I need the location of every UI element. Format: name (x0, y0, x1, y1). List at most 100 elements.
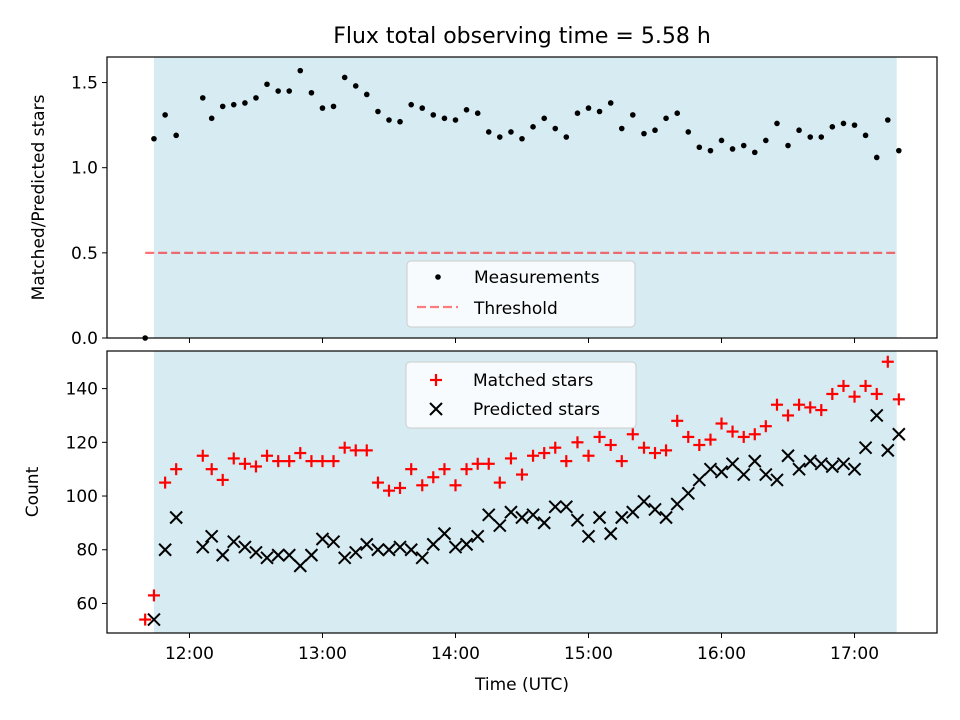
predicted-star-point (692, 473, 707, 487)
bottom-legend-box (405, 361, 637, 429)
matched-star-point (726, 425, 739, 438)
measurement-point (441, 115, 448, 122)
matched-star-point (759, 420, 772, 433)
predicted-star-point (714, 465, 729, 479)
bottom-y-tick-label: 120 (66, 433, 98, 453)
measurement-point (774, 120, 780, 127)
matched-star-point (682, 430, 695, 443)
predicted-star-point (459, 537, 474, 552)
measurement-point (618, 125, 625, 132)
predicted-star-point (604, 526, 618, 541)
predicted-star-point (470, 529, 485, 544)
predicted-star-point (792, 462, 806, 476)
measurement-point (319, 105, 326, 111)
measurement-point (242, 100, 248, 106)
legend-measurement-marker (435, 274, 441, 280)
matched-star-point (449, 479, 462, 492)
top-axes-frame (106, 56, 938, 339)
predicted-star-point (526, 508, 540, 522)
predicted-star-point (282, 548, 296, 562)
bottom-y-axis-label: Count (23, 466, 43, 517)
bottom-y-tick-label: 140 (66, 380, 98, 400)
predicted-star-point (615, 510, 629, 525)
measurement-point (463, 106, 470, 113)
matched-star-point (147, 589, 160, 602)
predicted-star-point (825, 459, 840, 474)
predicted-star-point (437, 526, 452, 541)
matched-star-point (471, 457, 484, 470)
measurement-point (474, 110, 481, 116)
measurement-point (397, 118, 403, 125)
matched-star-point (782, 409, 795, 422)
predicted-star-point (260, 551, 274, 565)
measurement-point (818, 134, 825, 140)
bottom-x-tick-label: 13:00 (298, 644, 347, 664)
predicted-star-point (626, 505, 640, 519)
matched-star-point (170, 463, 183, 476)
bottom-x-tick-label: 17:00 (830, 644, 879, 664)
measurement-point (541, 115, 548, 122)
measurement-point (264, 81, 270, 88)
measurement-point (829, 124, 836, 130)
legend-threshold-label: Threshold (473, 299, 558, 319)
predicted-star-point (814, 457, 828, 471)
measurement-point (352, 83, 359, 89)
predicted-star-point (637, 494, 651, 509)
matched-star-point (793, 398, 806, 411)
x-axis-label: Time (UTC) (474, 675, 569, 695)
measurement-point (763, 137, 769, 144)
predicted-star-point (803, 454, 817, 468)
matched-star-point (737, 430, 750, 443)
predicted-star-point (337, 551, 352, 565)
measurement-point (341, 74, 348, 81)
matched-star-point (227, 452, 240, 465)
matched-star-point (837, 379, 850, 392)
measurement-point (873, 154, 880, 161)
matched-star-point (770, 398, 783, 411)
matched-star-point (881, 355, 894, 368)
measurement-point (286, 88, 293, 94)
measurement-point (275, 88, 281, 94)
predicted-star-point (737, 467, 751, 482)
predicted-star-point (349, 545, 363, 560)
matched-star-point (637, 441, 650, 454)
measurement-point (607, 100, 614, 106)
matched-star-point (238, 457, 251, 470)
measurement-points (142, 67, 902, 341)
predicted-star-point (836, 457, 851, 471)
bottom-legend: Matched stars Predicted stars (405, 361, 637, 429)
predicted-star-point (781, 449, 795, 463)
matched-star-point (294, 447, 307, 460)
measurement-point (785, 142, 791, 149)
measurement-point (530, 124, 536, 130)
matched-star-point (571, 436, 584, 449)
predicted-star-point (415, 551, 429, 565)
predicted-star-point (360, 537, 374, 552)
measurement-point (674, 110, 681, 116)
ratio-panel: Flux total observing time = 5.58 h 0.00.… (29, 24, 938, 349)
measurement-point (862, 132, 869, 139)
predicted-star-point (703, 462, 718, 476)
measurement-point (208, 115, 215, 122)
matched-star-point (693, 439, 706, 451)
measurement-point (629, 112, 636, 118)
matched-star-point (139, 613, 152, 626)
predicted-star-point (238, 540, 252, 554)
predicted-star-point (493, 518, 507, 533)
matched-star-point (704, 433, 717, 446)
bottom-y-ticks: 60 80 100 120 140 (66, 380, 107, 614)
matched-star-point (527, 449, 540, 462)
measurement-point (685, 129, 692, 135)
measurement-point (596, 108, 603, 115)
predicted-stars-points (147, 408, 906, 627)
legend-predicted-marker (429, 402, 443, 416)
measurement-point (574, 110, 581, 116)
bottom-x-tick-label: 14:00 (431, 644, 480, 664)
matched-star-point (338, 441, 351, 454)
measurement-point (707, 147, 714, 154)
measurement-point (896, 147, 902, 154)
predicted-star-point (670, 497, 684, 511)
bottom-x-ticks: 12:00 13:00 14:00 15:00 16:00 17:00 (165, 633, 879, 664)
